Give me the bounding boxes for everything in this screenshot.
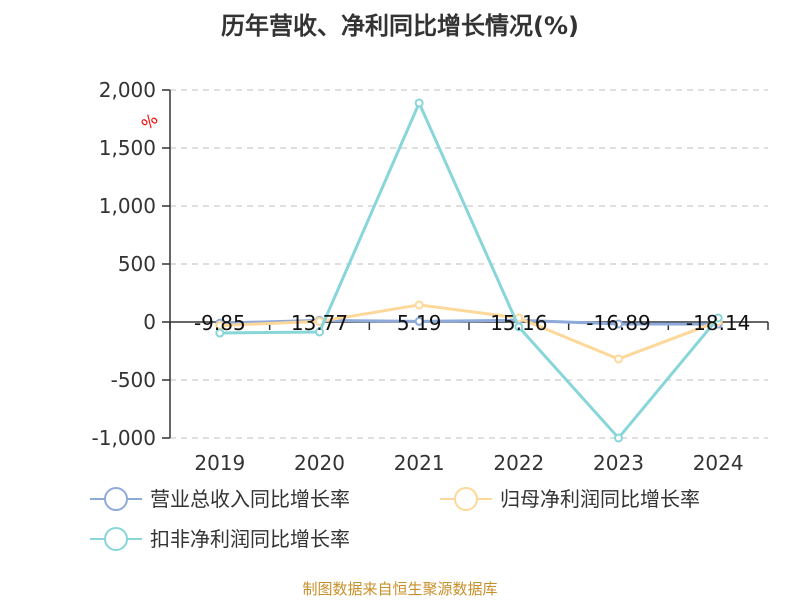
data-point <box>614 354 623 364</box>
y-tick-label: 0 <box>143 310 156 334</box>
legend-marker-icon <box>440 487 492 511</box>
data-label: -9.85 <box>194 311 246 335</box>
legend-label: 归母净利润同比增长率 <box>500 487 700 511</box>
y-tick-label: -1,000 <box>92 426 156 450</box>
y-tick-label: 1,000 <box>99 194 156 218</box>
series-line-1 <box>219 303 719 361</box>
y-tick-label: -500 <box>111 368 156 392</box>
data-point <box>514 322 524 332</box>
data-source: 制图数据来自恒生聚源数据库 <box>302 580 498 598</box>
data-point <box>713 313 723 323</box>
data-point <box>414 98 424 108</box>
legend-item-deducted-net-profit[interactable]: 扣非净利润同比增长率 <box>90 526 350 552</box>
legend-label: 营业总收入同比增长率 <box>150 487 350 511</box>
line-chart: 2,000 1,500 1,000 500 0 -500 -1,000 2019 2020 202… <box>92 78 769 475</box>
legend-item-net-profit[interactable]: 归母净利润同比增长率 <box>440 486 700 512</box>
x-tick-label: 2021 <box>394 451 445 475</box>
y-tick-label: 2,000 <box>99 78 156 102</box>
data-label: -18.14 <box>686 311 750 335</box>
legend-marker-icon <box>90 527 142 551</box>
x-tick-label: 2019 <box>194 451 245 475</box>
x-tick-label: 2020 <box>294 451 345 475</box>
series-line-2 <box>219 99 720 441</box>
data-point <box>614 319 623 329</box>
data-label: 13.77 <box>291 311 348 335</box>
y-axis-label: % <box>138 110 162 134</box>
legend-label: 扣非净利润同比增长率 <box>150 527 350 551</box>
y-tick-label: 1,500 <box>99 136 156 160</box>
data-label: -16.89 <box>586 311 650 335</box>
data-label: 5.19 <box>397 311 442 335</box>
chart-title: 历年营收、净利同比增长情况(%) <box>221 12 579 40</box>
legend-item-revenue[interactable]: 营业总收入同比增长率 <box>90 486 350 512</box>
data-label: 15.16 <box>490 311 547 335</box>
y-tick-label: 500 <box>118 252 156 276</box>
data-point <box>315 327 324 337</box>
data-point <box>215 328 225 338</box>
data-point <box>614 433 623 443</box>
legend-marker-icon <box>90 487 142 511</box>
x-tick-label: 2024 <box>693 451 744 475</box>
data-point <box>414 316 424 326</box>
x-tick-label: 2022 <box>493 451 544 475</box>
data-point <box>414 300 424 310</box>
x-tick-label: 2023 <box>593 451 644 475</box>
